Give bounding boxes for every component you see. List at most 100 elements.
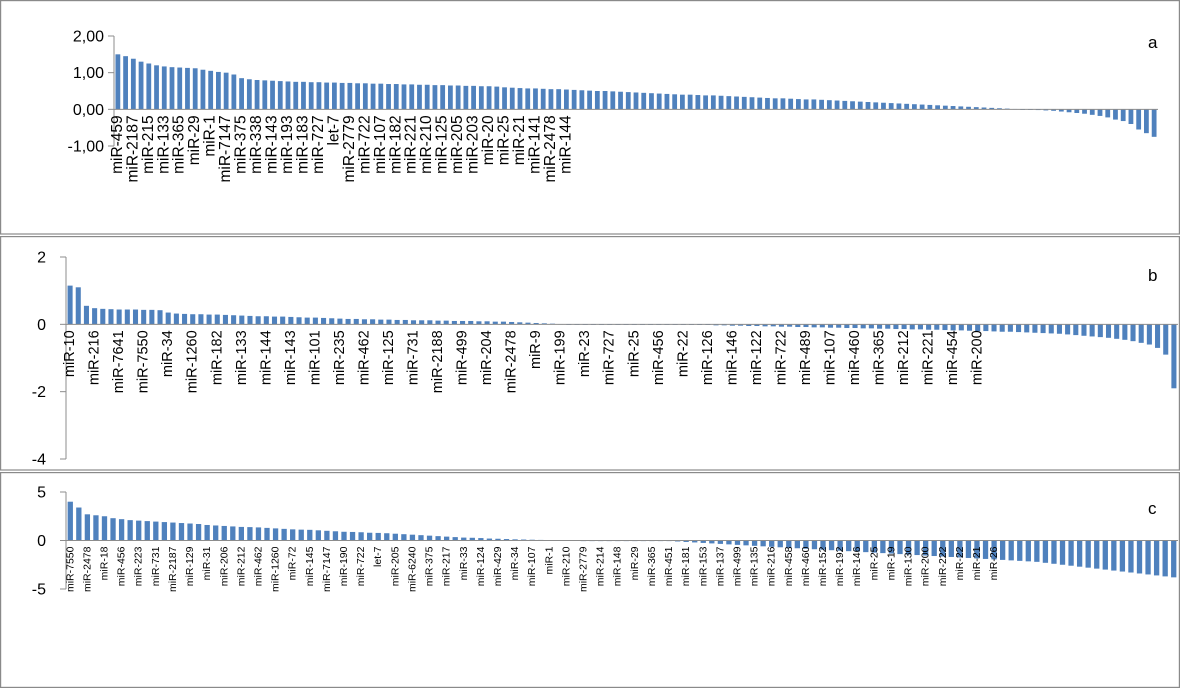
panel-c-bar <box>67 501 73 541</box>
panel-a-bar <box>1082 109 1087 114</box>
panel-b-bar <box>435 320 441 325</box>
panel-c-x-tick-label: miR-223 <box>133 546 145 586</box>
panel-c-bar <box>1128 540 1134 573</box>
panel-a-bar <box>471 85 476 110</box>
panel-b-bar <box>239 315 245 325</box>
panel-b-x-tick-label: miR-1260 <box>185 330 201 393</box>
panel-c-bar <box>1017 540 1023 561</box>
panel-b-y-tick-label: -2 <box>32 384 46 401</box>
panel-c-x-tick-label: miR-451 <box>663 546 675 586</box>
panel-b-bar <box>378 319 384 325</box>
panel-b-bar <box>770 324 776 327</box>
panel-a-bar <box>308 82 314 110</box>
panel-a-x-tick-label: miR-221 <box>403 115 420 174</box>
panel-a-bar <box>973 107 979 110</box>
panel-b-bar <box>811 324 817 328</box>
panel-c-bar <box>863 540 869 553</box>
panel-b-x-tick-label: miR-221 <box>921 330 937 385</box>
panel-c-x-tick-label: miR-181 <box>680 546 692 586</box>
panel-a-bar <box>664 93 670 110</box>
panel-c-bar <box>683 540 689 542</box>
panel-c-bar <box>1162 540 1168 577</box>
panel-b-x-tick-label: miR-133 <box>234 330 250 385</box>
panel-a-bar <box>1089 109 1095 115</box>
panel-b-bar <box>1155 324 1161 348</box>
panel-c-bar <box>384 533 390 541</box>
panel-a-bar <box>525 88 531 110</box>
panel-c-bar <box>1008 540 1014 561</box>
panel-b-bar <box>1073 324 1079 336</box>
panel-b-label: b <box>1148 266 1157 285</box>
panel-c-bar <box>443 536 450 541</box>
panel-c-x-tick-label: miR-2478 <box>81 546 93 592</box>
panel-b-bar <box>1122 324 1128 340</box>
panel-b-bar <box>149 309 155 325</box>
panel-a-bar <box>788 98 794 110</box>
panel-a-bar <box>301 81 306 110</box>
panel-a-x-tick-label: miR-215 <box>140 115 157 174</box>
panel-c-x-tick-label: miR-26 <box>988 546 1000 580</box>
panel-b-bar <box>1089 324 1095 337</box>
panel-b-bar <box>1048 324 1054 334</box>
panel-a-bar <box>1074 109 1080 113</box>
panel-b-bar <box>402 319 408 325</box>
panel-a-bar <box>571 89 577 110</box>
panel-a-y-tick-label: 0,00 <box>73 102 104 119</box>
panel-b-bar <box>1032 324 1038 333</box>
panel-a-bar <box>741 96 747 110</box>
panel-a-bar <box>780 98 786 110</box>
panel-c-bar <box>178 523 185 541</box>
panel-a-bar <box>958 106 964 110</box>
panel-b-x-tick-label: miR-143 <box>283 330 299 385</box>
panel-a-bar <box>386 84 391 110</box>
panel-b-bar <box>1105 324 1112 338</box>
panel-a-bar <box>703 95 708 110</box>
panel-b-bar <box>917 324 923 330</box>
panel-a-bar <box>393 84 399 110</box>
panel-b-bar <box>370 319 376 325</box>
panel-b-x-tick-label: miR-462 <box>356 330 372 385</box>
panel-b-bar <box>991 324 997 332</box>
panel-b-x-tick-label: miR-235 <box>332 330 348 385</box>
panel-a-bar <box>618 91 623 110</box>
panel-c-bar <box>315 530 321 541</box>
panel-a-bar <box>718 95 724 110</box>
panel-b-bar <box>1146 324 1152 345</box>
panel-b-bar <box>852 324 858 329</box>
panel-b-bar <box>361 319 367 325</box>
panel-b-bar <box>198 314 204 325</box>
panel-b-bar <box>124 309 130 325</box>
panel-a-x-tick-label: miR-459 <box>109 115 126 174</box>
panel-a-x-tick-label: miR-375 <box>233 115 250 174</box>
panel-a-bar <box>966 106 971 110</box>
panel-c-bar <box>435 536 441 541</box>
panel-b-x-tick-label: miR-10 <box>62 330 78 377</box>
panel-c-x-tick-label: miR-21 <box>971 546 983 580</box>
panel-c-bar <box>1111 540 1117 571</box>
panel-a-bar <box>834 100 840 110</box>
panel-b-bar <box>533 322 539 325</box>
panel-b-bar <box>468 320 474 325</box>
panel-c-bar <box>153 521 159 541</box>
panel-b-bar <box>312 317 318 325</box>
panel-b-bar <box>206 314 212 325</box>
panel-b-bar <box>108 309 114 325</box>
panel-a-bar <box>865 102 871 110</box>
panel-a-bar <box>1151 109 1157 137</box>
panel-c-bar <box>1059 540 1066 565</box>
panel-c-bar <box>751 540 758 546</box>
panel-c-bar <box>1025 540 1031 562</box>
panel-c-bar <box>905 540 912 555</box>
panel-b-bar <box>484 321 490 325</box>
panel-a-x-tick-label: miR-141 <box>526 115 543 174</box>
panel-a-bar <box>324 82 330 110</box>
panel-b-bar <box>353 318 359 325</box>
panel-c-x-tick-label: miR-18 <box>98 546 110 580</box>
panel-b-bar <box>1016 324 1022 333</box>
panel-b-bar <box>950 324 956 331</box>
panel-a-bar <box>130 58 136 110</box>
panel-b-bar <box>247 315 253 325</box>
panel-c-bar <box>84 514 91 541</box>
panel-c-bar <box>247 527 253 541</box>
panel-b-bar <box>860 324 866 329</box>
